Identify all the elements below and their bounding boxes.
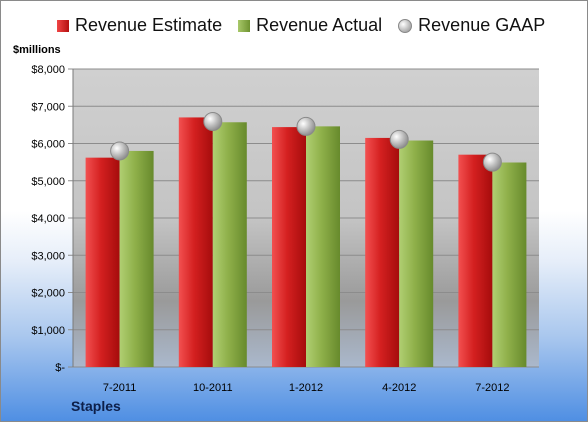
company-label: Staples [71,398,121,414]
y-tick-label: $1,000 [31,325,65,337]
y-tick-label: $- [55,362,65,374]
legend-swatch-estimate [57,19,69,32]
bar-revenue-estimate [458,154,493,367]
x-tick-label: 1-2012 [289,382,323,394]
legend-item-gaap: Revenue GAAP [398,15,545,36]
legend-swatch-gaap [398,18,413,33]
x-tick-label: 7-2012 [475,382,509,394]
legend: Revenue Estimate Revenue Actual Revenue … [57,15,545,36]
x-tick-label: 4-2012 [382,382,416,394]
legend-label-gaap: Revenue GAAP [418,15,546,35]
y-tick-label: $5,000 [31,176,65,188]
marker-revenue-gaap [296,116,316,136]
bar-revenue-actual [399,140,434,367]
marker-revenue-gaap [482,152,502,172]
bar-revenue-estimate [272,127,306,367]
y-tick-label: $3,000 [31,250,65,262]
bar-revenue-actual [492,162,527,367]
bar-revenue-estimate [178,117,213,367]
legend-item-estimate: Revenue Estimate [57,15,222,36]
bar-revenue-estimate [365,137,400,367]
marker-revenue-gaap [389,129,409,149]
marker-revenue-gaap [110,141,130,161]
marker-revenue-gaap [203,112,223,132]
y-tick-label: $4,000 [31,213,65,225]
y-axis-unit-label: $millions [13,44,61,56]
bar-revenue-actual [212,122,247,367]
legend-item-actual: Revenue Actual [238,15,382,36]
x-tick-label: 10-2011 [193,382,233,394]
bar-revenue-actual [306,126,340,368]
y-tick-label: $6,000 [31,139,65,151]
legend-swatch-actual [238,19,251,32]
x-tick-label: 7-2011 [103,382,136,394]
legend-label-actual: Revenue Actual [256,15,383,35]
bar-revenue-actual [119,150,154,367]
y-tick-label: $2,000 [31,288,65,300]
bar-revenue-estimate [85,157,120,367]
legend-label-estimate: Revenue Estimate [75,15,223,35]
y-tick-label: $7,000 [31,101,65,113]
y-tick-label: $8,000 [31,64,65,76]
